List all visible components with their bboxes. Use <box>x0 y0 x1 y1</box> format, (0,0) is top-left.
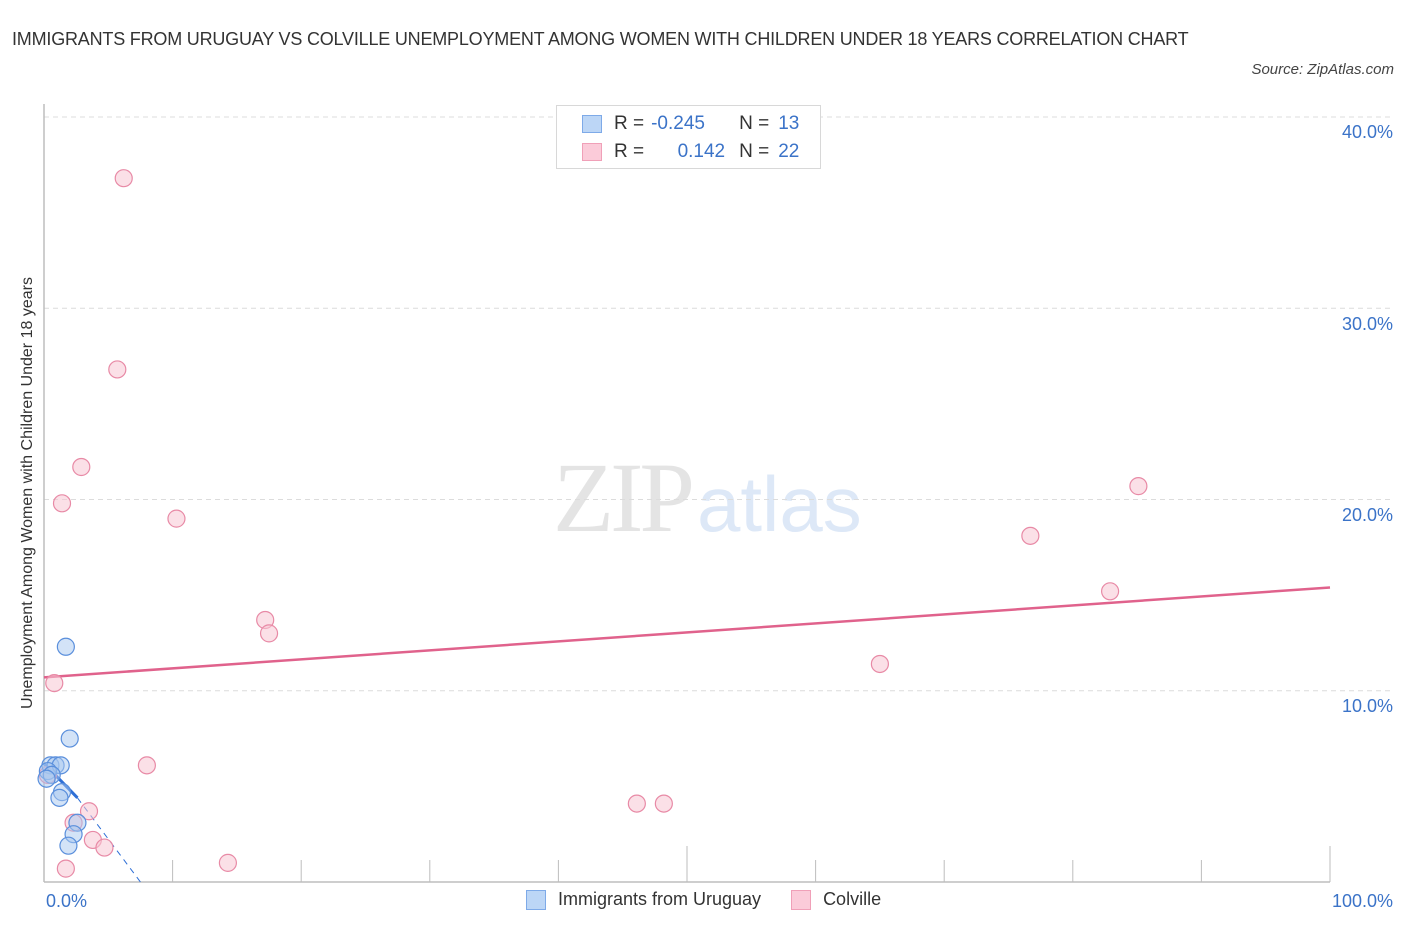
n-label: N = <box>739 141 770 162</box>
x-tick-max: 100.0% <box>1331 891 1393 911</box>
colville-data-point[interactable] <box>218 853 237 872</box>
stats-row-colville: R = 0.142 N = 22 <box>582 139 799 165</box>
uruguay-data-point[interactable] <box>37 769 56 788</box>
colville-swatch-icon <box>582 143 602 161</box>
colville-data-point[interactable] <box>137 756 156 775</box>
legend-label: Immigrants from Uruguay <box>558 889 762 909</box>
y-tick-40: 40.0% <box>1341 122 1393 142</box>
watermark-atlas: atlas <box>697 460 862 548</box>
colville-data-point[interactable] <box>45 673 64 693</box>
colville-data-point[interactable] <box>1129 477 1148 496</box>
n-value: 13 <box>778 113 800 134</box>
y-tick-10: 10.0% <box>1341 696 1393 716</box>
colville-data-point[interactable] <box>108 360 127 379</box>
r-label: R = <box>614 113 645 134</box>
watermark-zip: ZIP <box>553 442 695 553</box>
r-value: -0.245 <box>651 113 705 134</box>
uruguay-data-point[interactable] <box>60 729 79 748</box>
gridlines <box>44 116 1392 692</box>
n-value: 22 <box>778 141 800 162</box>
colville-data-point[interactable] <box>1021 526 1040 545</box>
colville-data-point[interactable] <box>627 794 646 813</box>
colville-swatch-icon <box>791 889 812 910</box>
r-label: R = <box>614 141 645 162</box>
uruguay-swatch-icon <box>526 889 546 910</box>
chart-title: IMMIGRANTS FROM URUGUAY VS COLVILLE UNEM… <box>12 29 1189 49</box>
colville-data-point[interactable] <box>167 509 186 528</box>
stats-row-uruguay: R = -0.245 N = 13 <box>582 111 799 137</box>
colville-trendline <box>43 586 1331 679</box>
stats-legend: R = -0.245 N = 13 R = 0.142 N = 22 <box>556 105 821 169</box>
uruguay-points <box>37 637 87 855</box>
colville-data-point[interactable] <box>79 802 99 821</box>
colville-data-point[interactable] <box>1100 582 1120 601</box>
colville-data-point[interactable] <box>52 494 72 513</box>
colville-data-point[interactable] <box>114 169 133 188</box>
colville-data-point[interactable] <box>95 838 114 857</box>
colville-data-point[interactable] <box>56 859 75 878</box>
source-label: Source: ZipAtlas.com <box>1251 61 1394 78</box>
axes <box>43 104 1331 883</box>
y-tick-30: 30.0% <box>1341 314 1393 334</box>
colville-data-point[interactable] <box>654 794 673 813</box>
y-axis-label: Unemployment Among Women with Children U… <box>19 277 36 709</box>
series-legend: Immigrants from Uruguay Colville <box>526 889 911 910</box>
colville-data-point[interactable] <box>259 624 279 643</box>
uruguay-data-point[interactable] <box>56 637 75 656</box>
legend-item-uruguay[interactable]: Immigrants from Uruguay <box>526 889 761 910</box>
uruguay-swatch-icon <box>582 115 602 133</box>
colville-data-point[interactable] <box>72 457 91 477</box>
x-tick-min: 0.0% <box>46 891 88 911</box>
legend-item-colville[interactable]: Colville <box>791 889 881 910</box>
legend-label: Colville <box>823 889 882 909</box>
trend-lines <box>42 586 1331 883</box>
colville-points <box>38 169 1148 878</box>
colville-data-point[interactable] <box>870 654 890 674</box>
n-label: N = <box>739 113 770 134</box>
r-value: 0.142 <box>677 141 726 162</box>
uruguay-data-point[interactable] <box>59 836 78 855</box>
watermark: ZIPatlas <box>553 440 862 555</box>
y-tick-20: 20.0% <box>1341 505 1393 525</box>
uruguay-data-point[interactable] <box>50 788 69 807</box>
